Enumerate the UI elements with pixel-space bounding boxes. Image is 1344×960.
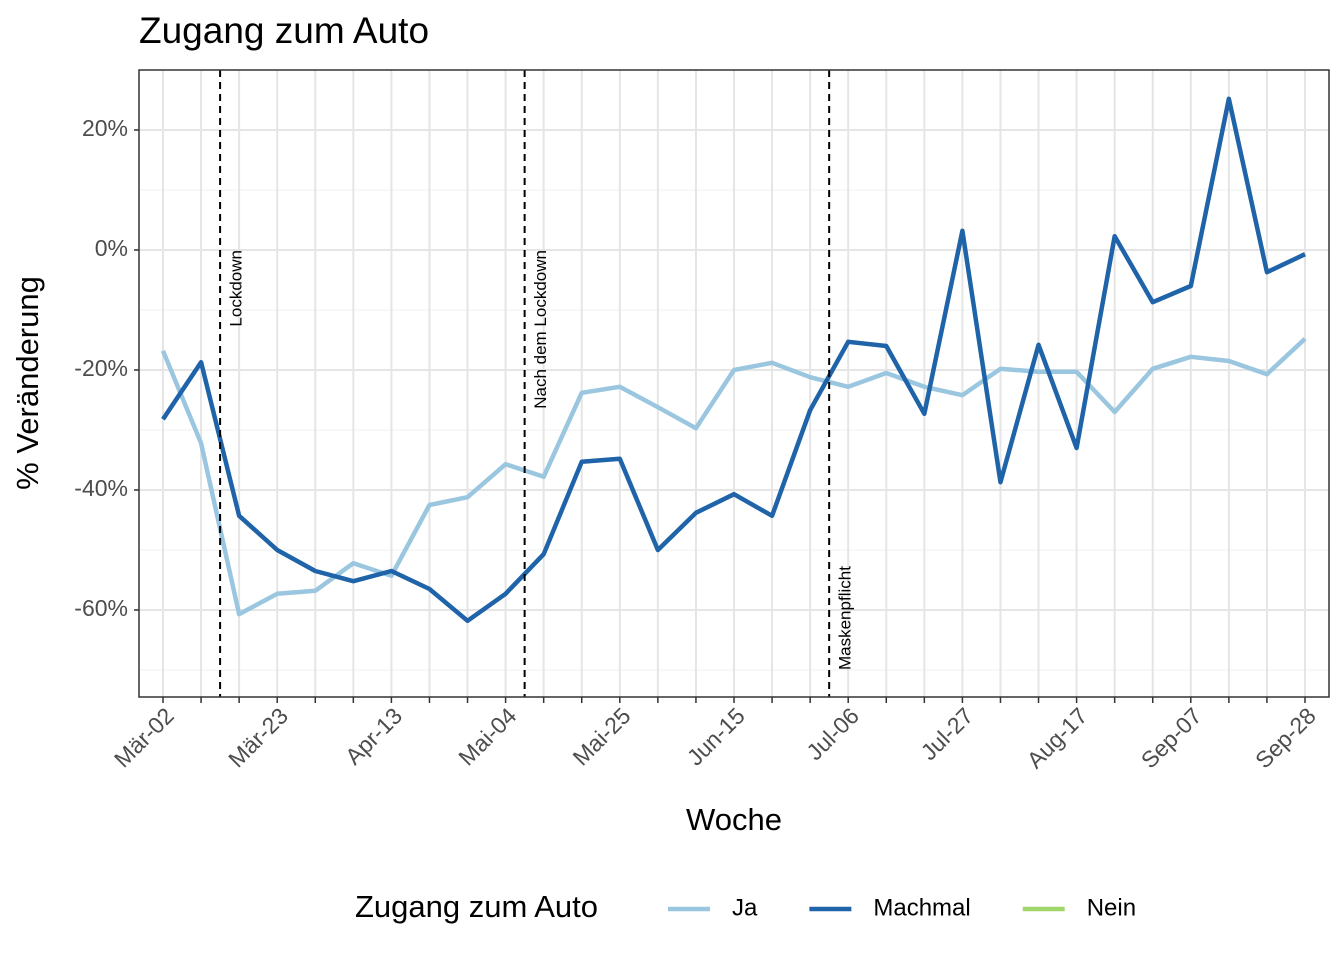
x-tick-label: Jun-15	[682, 702, 750, 770]
x-tick-label: Sep-07	[1136, 702, 1207, 773]
x-tick-label: Jul-06	[801, 702, 864, 765]
x-axis-title: Woche	[686, 802, 782, 837]
y-axis-title: % Veränderung	[10, 276, 45, 490]
plot-border	[138, 69, 1330, 698]
x-tick-label: Mai-25	[568, 702, 636, 770]
x-tick-label: Aug-17	[1022, 702, 1093, 773]
x-tick-label: Jul-27	[916, 702, 979, 765]
y-tick-label: 20%	[82, 115, 128, 141]
annotation-label: Nach dem Lockdown	[531, 250, 550, 409]
line-series	[161, 96, 1306, 624]
legend-label: Nein	[1087, 894, 1136, 921]
chart-title: Zugang zum Auto	[139, 10, 429, 51]
x-tick-label: Mär-02	[109, 702, 179, 772]
x-tick-label: Mai-04	[453, 702, 521, 770]
legend-label: Machmal	[873, 894, 970, 921]
y-tick-label: 0%	[95, 235, 128, 261]
annotation-label: Lockdown	[227, 250, 246, 327]
y-tick-label: -60%	[74, 595, 128, 621]
y-tick-label: -40%	[74, 475, 128, 501]
line-series	[160, 337, 1307, 617]
legend-label: Ja	[732, 894, 758, 921]
legend-title: Zugang zum Auto	[355, 889, 598, 924]
x-tick-label: Apr-13	[340, 702, 407, 769]
x-tick-label: Mär-23	[223, 702, 293, 772]
annotation-label: Maskenpflicht	[836, 566, 855, 670]
x-tick-label: Sep-28	[1250, 702, 1321, 773]
y-tick-label: -20%	[74, 355, 128, 381]
